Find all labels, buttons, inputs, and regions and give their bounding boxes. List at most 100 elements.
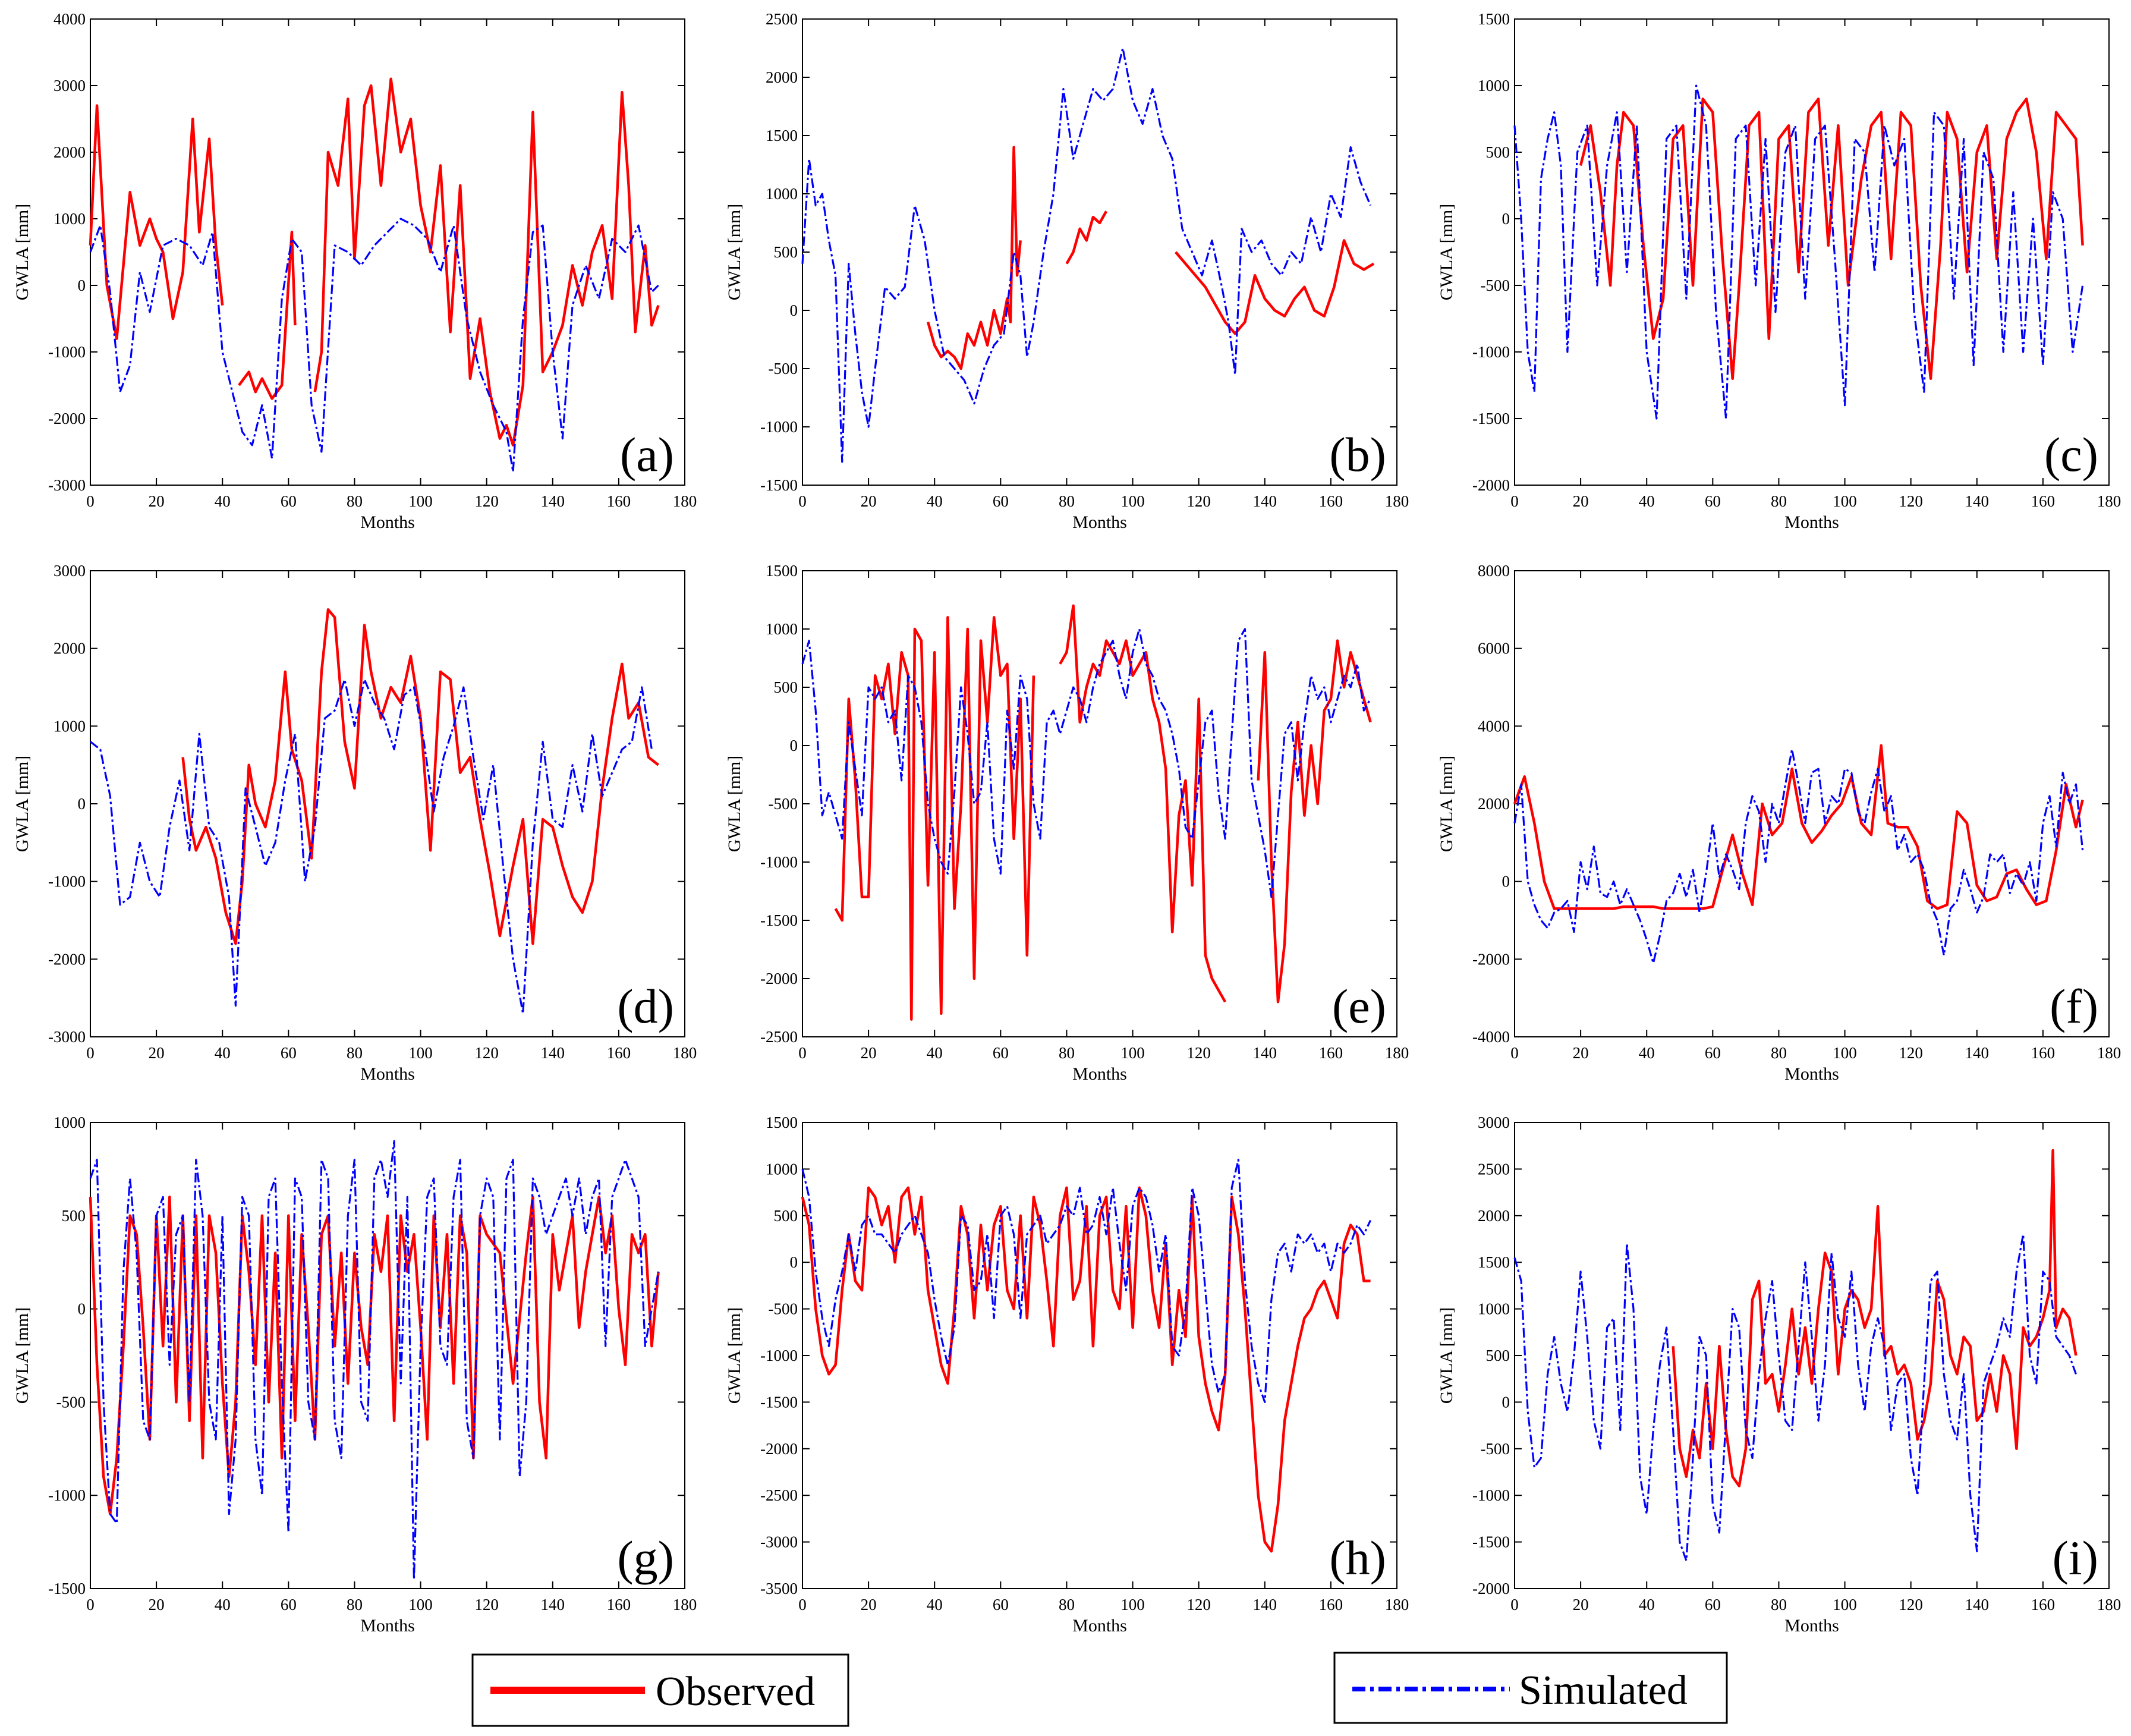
x-tick-label: 180 (2097, 1596, 2121, 1614)
x-tick-label: 120 (474, 1044, 499, 1062)
series-simulated-line (89, 1140, 660, 1580)
panel-g: 0 20 40 60 80 100 120 140 160 180 -1500 -1000 -500 0 5… (12, 1114, 697, 1636)
x-tick-label: 160 (607, 1044, 631, 1062)
plot-frame (1514, 570, 2110, 1037)
y-tick-label: 2000 (766, 68, 798, 86)
x-tick-label: 60 (993, 1044, 1009, 1062)
series-observed-line (313, 77, 660, 447)
y-axis-label: GWLA [mm] (12, 204, 32, 300)
x-tick-label: 0 (86, 1044, 95, 1062)
legend-observed: Observed (471, 1653, 849, 1727)
series-observed-line (926, 146, 1022, 370)
x-tick-label: 100 (1833, 492, 1857, 510)
y-tick-label: 3000 (53, 77, 86, 95)
x-tick-label: 100 (1833, 1044, 1857, 1062)
series-observed-line (1257, 639, 1372, 1004)
y-tick-label: -500 (56, 1393, 86, 1411)
x-tick-label: 20 (1573, 492, 1589, 510)
x-tick-label: 180 (673, 492, 697, 510)
x-tick-label: 60 (281, 1596, 297, 1614)
x-tick-label: 0 (1510, 492, 1519, 510)
series-observed-line (89, 104, 224, 340)
x-tick-label: 0 (798, 492, 807, 510)
legend-observed-label: Observed (656, 1669, 815, 1715)
y-tick-label: -2000 (48, 950, 86, 968)
series-simulated-line (801, 628, 1371, 898)
series-observed-line (1513, 744, 2084, 910)
x-tick-label: 40 (1639, 1596, 1655, 1614)
x-tick-label: 40 (1639, 1044, 1655, 1062)
x-tick-label: 120 (1899, 1596, 1923, 1614)
x-tick-label: 20 (1573, 1044, 1589, 1062)
x-tick-label: 120 (1186, 1596, 1211, 1614)
plot-frame (802, 18, 1397, 486)
x-tick-label: 160 (2031, 1044, 2056, 1062)
x-axis-label: Months (1072, 512, 1127, 532)
y-tick-label: 1500 (1478, 1253, 1510, 1271)
x-tick-label: 80 (1771, 1044, 1787, 1062)
x-tick-label: 80 (1771, 1596, 1787, 1614)
panel-label: (d) (617, 979, 674, 1033)
x-tick-label: 100 (1120, 1044, 1145, 1062)
y-tick-label: 1000 (53, 717, 86, 735)
x-tick-label: 120 (474, 1596, 499, 1614)
y-tick-label: -500 (769, 795, 798, 813)
x-tick-label: 0 (86, 1596, 95, 1614)
panel-label: (e) (1332, 979, 1386, 1033)
y-tick-label: 0 (790, 301, 798, 319)
y-tick-label: 4000 (53, 10, 86, 28)
legend-simulated-label: Simulated (1519, 1668, 1688, 1713)
x-tick-label: 60 (1705, 492, 1721, 510)
y-tick-label: -2500 (760, 1028, 798, 1046)
x-axis-label: Months (360, 1064, 415, 1084)
y-tick-label: 500 (1486, 143, 1510, 161)
x-tick-label: 80 (1771, 492, 1787, 510)
panel-b: 0 20 40 60 80 100 120 140 160 180 -1500 -1000 -500 0 5… (725, 10, 1409, 532)
y-tick-label: -1000 (1472, 1486, 1510, 1504)
x-tick-label: 140 (1965, 492, 1990, 510)
series-observed-line (1672, 1149, 2078, 1487)
y-tick-label: 2000 (53, 640, 86, 658)
x-tick-label: 140 (1965, 1596, 1990, 1614)
y-tick-label: 0 (790, 1253, 798, 1271)
plot-frame (90, 18, 685, 486)
y-tick-label: 0 (78, 276, 86, 294)
x-tick-label: 160 (1319, 1596, 1343, 1614)
y-tick-label: -3000 (48, 1028, 86, 1046)
y-tick-label: 0 (1502, 210, 1510, 228)
y-tick-label: 0 (790, 737, 798, 754)
x-tick-label: 160 (2031, 492, 2056, 510)
y-tick-label: -500 (1481, 276, 1510, 294)
series-observed-line (1059, 604, 1227, 1003)
panel-e: 0 20 40 60 80 100 120 140 160 180 -2500 -2000 -1500 -… (725, 562, 1409, 1084)
panel-label: (a) (620, 427, 674, 482)
y-tick-label: 0 (78, 795, 86, 813)
y-tick-label: 1500 (766, 1114, 798, 1131)
x-tick-label: 140 (1965, 1044, 1990, 1062)
y-tick-label: 1000 (1478, 1300, 1510, 1318)
x-tick-label: 0 (1510, 1044, 1519, 1062)
x-tick-label: 140 (1253, 1596, 1277, 1614)
x-tick-label: 160 (607, 1596, 631, 1614)
panel-label: (g) (617, 1531, 674, 1585)
x-tick-label: 40 (927, 492, 943, 510)
panel-d: 0 20 40 60 80 100 120 140 160 180 -3000 -2000 -1000 0… (12, 562, 697, 1084)
y-tick-label: -1000 (48, 343, 86, 361)
y-tick-label: 500 (774, 678, 798, 696)
x-tick-label: 160 (1319, 1044, 1343, 1062)
x-tick-label: 40 (215, 492, 231, 510)
y-tick-label: 0 (78, 1300, 86, 1318)
y-tick-label: -2000 (1472, 950, 1510, 968)
panel-i: 0 20 40 60 80 100 120 140 160 180 -2000 -1500 -1000 -… (1437, 1114, 2121, 1636)
y-axis-label: GWLA [mm] (725, 204, 744, 300)
y-tick-label: -1000 (48, 873, 86, 891)
y-tick-label: -2000 (760, 1440, 798, 1458)
y-axis-label: GWLA [mm] (725, 1307, 744, 1404)
panel-c: 0 20 40 60 80 100 120 140 160 180 -2000 -1500 -1000 -… (1437, 10, 2121, 532)
x-tick-label: 60 (281, 492, 297, 510)
y-tick-label: -1500 (760, 911, 798, 929)
y-tick-label: -2000 (760, 970, 798, 987)
y-tick-label: 4000 (1478, 717, 1510, 735)
x-tick-label: 180 (2097, 492, 2121, 510)
x-tick-label: 100 (1120, 492, 1145, 510)
